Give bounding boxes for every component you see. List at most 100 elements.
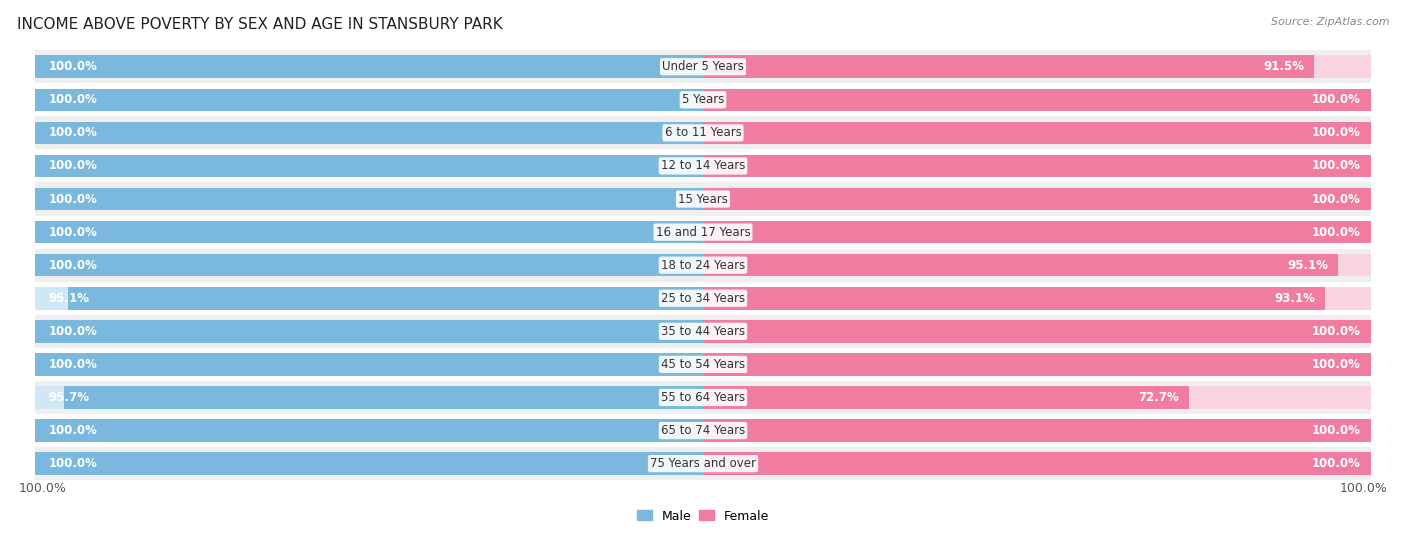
Bar [35, 282, 1371, 315]
Bar [703, 188, 1371, 210]
Bar [35, 452, 703, 475]
Bar [35, 216, 1371, 249]
Bar [35, 122, 703, 144]
Text: 100.0%: 100.0% [1312, 159, 1361, 173]
Bar [703, 55, 1371, 78]
Bar [703, 88, 1371, 111]
Bar [35, 88, 703, 111]
Bar [703, 419, 1371, 442]
Text: 100.0%: 100.0% [1312, 226, 1361, 239]
Bar [703, 88, 1371, 111]
Text: 100.0%: 100.0% [1312, 192, 1361, 206]
Text: 15 Years: 15 Years [678, 192, 728, 206]
Legend: Male, Female: Male, Female [631, 505, 775, 528]
Text: INCOME ABOVE POVERTY BY SEX AND AGE IN STANSBURY PARK: INCOME ABOVE POVERTY BY SEX AND AGE IN S… [17, 17, 502, 32]
Bar [35, 254, 703, 277]
Bar [703, 353, 1371, 376]
Text: 72.7%: 72.7% [1137, 391, 1178, 404]
Text: 18 to 24 Years: 18 to 24 Years [661, 259, 745, 272]
Bar [35, 116, 1371, 149]
Text: 100.0%: 100.0% [18, 482, 66, 495]
Bar [703, 386, 1188, 409]
Bar [35, 414, 1371, 447]
Text: 100.0%: 100.0% [48, 60, 97, 73]
Bar [35, 447, 1371, 480]
Text: Source: ZipAtlas.com: Source: ZipAtlas.com [1271, 17, 1389, 27]
Bar [35, 155, 703, 177]
Bar [35, 149, 1371, 182]
Bar [35, 50, 1371, 83]
Bar [35, 188, 703, 210]
Text: 75 Years and over: 75 Years and over [650, 457, 756, 470]
Bar [703, 320, 1371, 343]
Bar [703, 287, 1324, 310]
Text: 100.0%: 100.0% [48, 226, 97, 239]
Bar [35, 188, 703, 210]
Text: 100.0%: 100.0% [48, 424, 97, 437]
Bar [703, 353, 1371, 376]
Text: 25 to 34 Years: 25 to 34 Years [661, 292, 745, 305]
Text: Under 5 Years: Under 5 Years [662, 60, 744, 73]
Text: 65 to 74 Years: 65 to 74 Years [661, 424, 745, 437]
Text: 95.1%: 95.1% [48, 292, 90, 305]
Bar [703, 320, 1371, 343]
Bar [35, 419, 703, 442]
Text: 100.0%: 100.0% [48, 159, 97, 173]
Bar [703, 188, 1371, 210]
Bar [35, 249, 1371, 282]
Text: 100.0%: 100.0% [48, 259, 97, 272]
Bar [703, 419, 1371, 442]
Text: 100.0%: 100.0% [1312, 358, 1361, 371]
Bar [703, 254, 1339, 277]
Bar [63, 386, 703, 409]
Bar [35, 254, 703, 277]
Bar [35, 348, 1371, 381]
Bar [35, 320, 703, 343]
Text: 95.7%: 95.7% [48, 391, 90, 404]
Text: 100.0%: 100.0% [1312, 93, 1361, 106]
Text: 100.0%: 100.0% [1340, 482, 1388, 495]
Bar [35, 221, 703, 243]
Bar [35, 386, 703, 409]
Bar [35, 287, 703, 310]
Text: 100.0%: 100.0% [1312, 424, 1361, 437]
Text: 95.1%: 95.1% [1288, 259, 1329, 272]
Bar [35, 55, 703, 78]
Bar [703, 55, 1315, 78]
Text: 100.0%: 100.0% [48, 126, 97, 139]
Bar [703, 221, 1371, 243]
Text: 100.0%: 100.0% [48, 358, 97, 371]
Bar [35, 122, 703, 144]
Text: 100.0%: 100.0% [48, 93, 97, 106]
Bar [703, 122, 1371, 144]
Bar [35, 55, 703, 78]
Text: 5 Years: 5 Years [682, 93, 724, 106]
Bar [35, 452, 703, 475]
Text: 100.0%: 100.0% [1312, 126, 1361, 139]
Bar [35, 353, 703, 376]
Bar [703, 221, 1371, 243]
Bar [35, 419, 703, 442]
Bar [703, 386, 1371, 409]
Text: 93.1%: 93.1% [1274, 292, 1315, 305]
Bar [35, 182, 1371, 216]
Bar [703, 155, 1371, 177]
Text: 100.0%: 100.0% [48, 457, 97, 470]
Bar [35, 155, 703, 177]
Text: 100.0%: 100.0% [1312, 457, 1361, 470]
Bar [35, 315, 1371, 348]
Text: 45 to 54 Years: 45 to 54 Years [661, 358, 745, 371]
Bar [35, 353, 703, 376]
Bar [35, 221, 703, 243]
Text: 35 to 44 Years: 35 to 44 Years [661, 325, 745, 338]
Text: 100.0%: 100.0% [1312, 325, 1361, 338]
Bar [35, 320, 703, 343]
Bar [703, 122, 1371, 144]
Text: 100.0%: 100.0% [48, 325, 97, 338]
Bar [67, 287, 703, 310]
Bar [35, 88, 703, 111]
Text: 91.5%: 91.5% [1263, 60, 1305, 73]
Bar [703, 155, 1371, 177]
Text: 6 to 11 Years: 6 to 11 Years [665, 126, 741, 139]
Bar [703, 287, 1371, 310]
